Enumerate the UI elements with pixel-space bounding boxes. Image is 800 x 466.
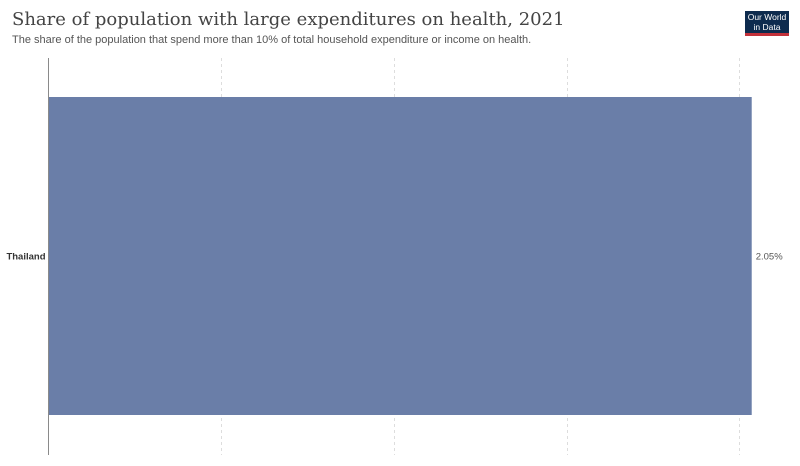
value-label: 2.05% — [756, 252, 783, 263]
logo-line-2: in Data — [753, 21, 781, 32]
logo-line-1: Our World — [747, 12, 787, 22]
category-label: Thailand — [6, 252, 45, 263]
value-labels: 2.05% — [756, 252, 783, 263]
owid-logo[interactable]: Our World in Data — [745, 11, 789, 36]
bars — [48, 97, 752, 415]
category-labels: Thailand — [6, 252, 45, 263]
chart-subtitle: The share of the population that spend m… — [12, 34, 532, 46]
chart-title: Share of population with large expenditu… — [12, 9, 565, 30]
bar-thailand[interactable] — [48, 97, 752, 415]
